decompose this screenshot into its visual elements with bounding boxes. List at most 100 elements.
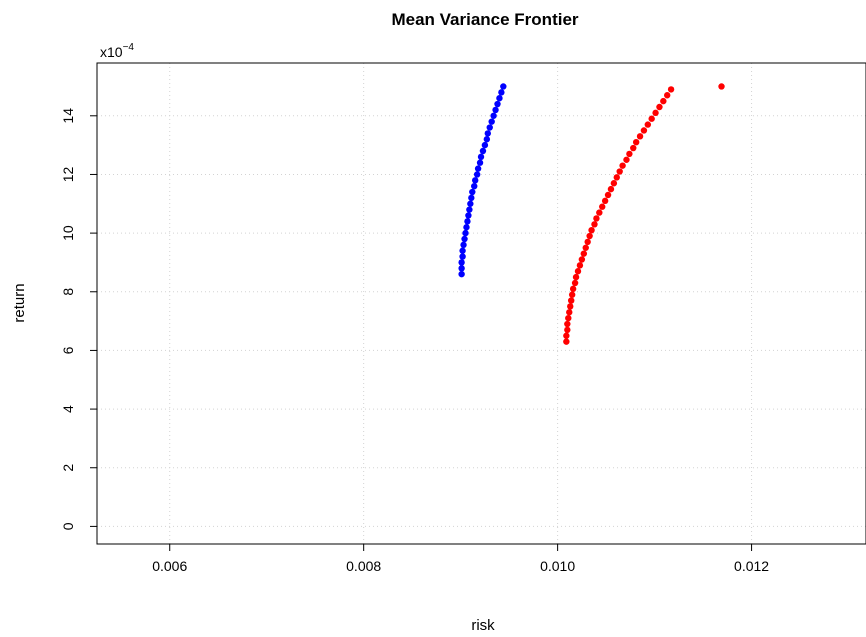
series-2-point: [613, 174, 620, 181]
series-2-point: [584, 238, 591, 246]
series-2-point: [648, 115, 655, 122]
series-2-point: [563, 338, 570, 345]
series-1-point: [500, 83, 507, 90]
chart-title: Mean Variance Frontier: [391, 10, 578, 29]
series-1-point: [479, 147, 487, 155]
series-2-point: [601, 197, 609, 205]
series-2-point: [599, 203, 606, 210]
series-1-point: [465, 212, 472, 219]
series-2-point: [623, 156, 630, 163]
y-tick-label: 4: [60, 405, 76, 413]
series-1-point: [463, 224, 470, 231]
y-tick-label: 2: [60, 464, 76, 472]
plot-frame: [96, 62, 866, 545]
series-1-point: [483, 136, 491, 143]
series-2-point: [652, 109, 659, 117]
series-2-point: [616, 168, 623, 175]
series-2-point: [567, 303, 574, 310]
series-1-point: [492, 106, 499, 114]
series-2-point: [632, 138, 640, 146]
series-1-point: [484, 130, 492, 137]
y-tick-label: 6: [60, 346, 76, 354]
series-1-point: [458, 265, 465, 272]
series-2-point: [630, 144, 637, 152]
series-1-point: [476, 159, 484, 166]
series-2-point: [563, 332, 570, 339]
data-points: [458, 83, 725, 345]
y-scale-exponent: −4: [123, 42, 135, 53]
x-tick-label: 0.010: [540, 558, 575, 574]
series-1-point: [474, 165, 482, 172]
series-2-point: [667, 86, 675, 93]
series-2-point: [564, 320, 571, 328]
series-2-point: [619, 162, 626, 169]
series-1-point: [467, 200, 474, 207]
series-2-point: [564, 326, 571, 334]
series-2-point: [591, 221, 598, 228]
series-2-point: [565, 314, 572, 322]
x-tick-label: 0.012: [734, 558, 769, 574]
series-2-point: [566, 309, 573, 316]
series-2-point: [576, 262, 584, 269]
series-1-point: [459, 253, 466, 260]
series-1-point: [471, 177, 479, 184]
series-1-point: [473, 171, 481, 178]
series-1-point: [481, 141, 489, 149]
series-2-point: [572, 273, 580, 281]
series-1-point: [486, 124, 493, 131]
series-2-point: [664, 92, 671, 99]
series-1-point: [468, 194, 475, 202]
x-tick-label: 0.006: [152, 558, 187, 574]
series-1-point: [466, 206, 473, 213]
series-1-point: [477, 153, 485, 161]
series-2-point: [610, 180, 618, 187]
series-2-point: [626, 150, 633, 158]
series-1-point: [496, 94, 503, 102]
series-2-point: [644, 121, 652, 128]
series-2-point: [593, 215, 600, 222]
series-1-point: [458, 270, 465, 278]
series-1-point: [494, 100, 501, 108]
series-2-point: [568, 291, 576, 298]
series-2-point: [568, 297, 575, 304]
series-1-point: [460, 241, 467, 249]
series-2-point: [636, 133, 644, 140]
series-2-point: [580, 250, 588, 257]
x-axis-ticks: 0.006 0.008 0.010 0.012: [152, 544, 769, 574]
series-2-point: [582, 244, 589, 251]
series-2-point: [660, 97, 667, 105]
y-tick-label: 8: [60, 288, 76, 296]
series-1-point: [462, 229, 469, 237]
series-2-point: [578, 256, 586, 263]
series-2-point: [571, 279, 579, 287]
grid-lines: [97, 63, 866, 544]
series-1-point: [488, 118, 495, 125]
series-1-point: [469, 188, 476, 196]
series-2-point: [656, 103, 663, 111]
y-tick-label: 10: [60, 225, 76, 241]
series-1-point: [471, 182, 478, 190]
series-2-point: [596, 209, 603, 216]
series-2-point: [718, 83, 725, 90]
series-1-point: [490, 112, 497, 119]
y-scale-base: x10: [100, 44, 123, 60]
y-axis-label: return: [11, 283, 28, 322]
y-axis-ticks: 0 2 4 6 8 10 12 14: [60, 108, 97, 530]
x-tick-label: 0.008: [346, 558, 381, 574]
x-axis-label: risk: [471, 617, 495, 634]
series-1-point: [458, 259, 465, 266]
series-1-point: [498, 89, 505, 96]
y-tick-label: 0: [60, 522, 76, 530]
y-tick-label: 12: [60, 166, 76, 182]
series-2-point: [574, 268, 582, 275]
y-scale-factor: x10−4: [100, 42, 134, 60]
series-1-point: [459, 247, 466, 254]
series-2-point: [604, 191, 612, 199]
series-2-point: [569, 285, 577, 293]
series-1-point: [464, 218, 471, 225]
series-1-point: [461, 235, 468, 243]
series-2-point: [607, 185, 615, 193]
series-2-point: [640, 127, 648, 134]
series-2-point: [586, 232, 593, 240]
